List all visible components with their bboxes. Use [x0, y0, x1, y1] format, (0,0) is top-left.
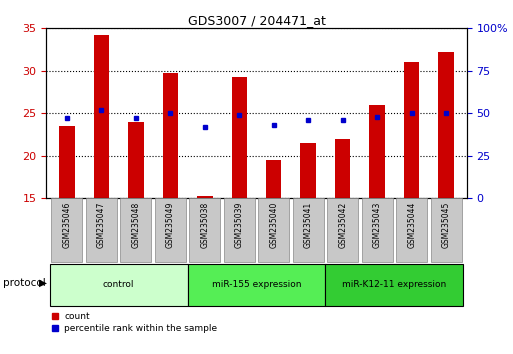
Text: GSM235040: GSM235040	[269, 201, 278, 248]
Bar	[301, 143, 316, 198]
FancyBboxPatch shape	[86, 198, 117, 262]
Bar	[163, 73, 178, 198]
Text: GSM235038: GSM235038	[200, 201, 209, 248]
Bar	[404, 62, 420, 198]
Text: GSM235048: GSM235048	[131, 201, 141, 248]
Text: GSM235041: GSM235041	[304, 201, 313, 248]
Bar	[59, 126, 74, 198]
Bar	[266, 160, 282, 198]
Bar	[197, 196, 212, 198]
FancyBboxPatch shape	[189, 198, 220, 262]
Bar	[128, 122, 144, 198]
FancyBboxPatch shape	[396, 198, 427, 262]
Legend: count, percentile rank within the sample: count, percentile rank within the sample	[51, 313, 218, 333]
Text: GSM235039: GSM235039	[235, 201, 244, 248]
Text: control: control	[103, 280, 134, 289]
Bar	[93, 35, 109, 198]
FancyBboxPatch shape	[325, 264, 463, 306]
Text: miR-K12-11 expression: miR-K12-11 expression	[342, 280, 446, 289]
Text: GSM235045: GSM235045	[442, 201, 450, 248]
FancyBboxPatch shape	[50, 264, 188, 306]
FancyBboxPatch shape	[293, 198, 324, 262]
Text: GSM235049: GSM235049	[166, 201, 175, 248]
FancyBboxPatch shape	[430, 198, 462, 262]
Bar	[231, 77, 247, 198]
Bar	[439, 52, 454, 198]
FancyBboxPatch shape	[51, 198, 83, 262]
Text: protocol: protocol	[3, 278, 45, 288]
Title: GDS3007 / 204471_at: GDS3007 / 204471_at	[188, 14, 325, 27]
Bar	[369, 105, 385, 198]
FancyBboxPatch shape	[121, 198, 151, 262]
Text: ▶: ▶	[38, 278, 47, 288]
FancyBboxPatch shape	[188, 264, 325, 306]
FancyBboxPatch shape	[155, 198, 186, 262]
FancyBboxPatch shape	[362, 198, 392, 262]
FancyBboxPatch shape	[224, 198, 255, 262]
Text: GSM235044: GSM235044	[407, 201, 416, 248]
Text: GSM235043: GSM235043	[372, 201, 382, 248]
Text: GSM235042: GSM235042	[338, 201, 347, 248]
Text: GSM235046: GSM235046	[63, 201, 71, 248]
FancyBboxPatch shape	[327, 198, 358, 262]
Text: GSM235047: GSM235047	[97, 201, 106, 248]
FancyBboxPatch shape	[258, 198, 289, 262]
Bar	[335, 139, 350, 198]
Text: miR-155 expression: miR-155 expression	[212, 280, 301, 289]
